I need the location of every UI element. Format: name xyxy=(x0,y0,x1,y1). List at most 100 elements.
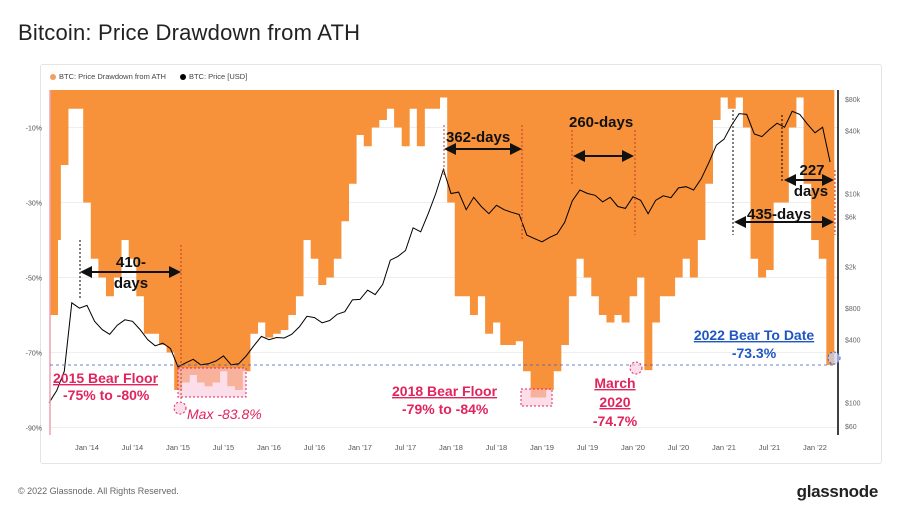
drawdown-bar xyxy=(523,90,532,372)
floor-box-2018 xyxy=(520,388,553,407)
drawdown-bar xyxy=(318,90,327,285)
drawdown-bar xyxy=(492,90,501,323)
drawdown-bar xyxy=(121,90,130,240)
drawdown-bar xyxy=(469,90,478,315)
y-right-tick-label: $400 xyxy=(845,338,861,345)
drawdown-bar xyxy=(174,90,183,390)
drawdown-bar xyxy=(758,90,767,278)
drawdown-bar xyxy=(212,90,221,383)
y-left-tick-label: -90% xyxy=(26,426,42,433)
drawdown-bar xyxy=(773,90,782,203)
x-tick-label: Jan '16 xyxy=(257,443,281,452)
drawdown-bar xyxy=(295,90,304,297)
drawdown-bar xyxy=(598,90,607,315)
drawdown-bar xyxy=(83,90,92,203)
label-2022-bear-value: -73.3% xyxy=(732,345,777,361)
drawdown-bar xyxy=(333,90,342,259)
drawdown-bar xyxy=(341,90,350,222)
price-line xyxy=(48,110,831,403)
drawdown-bar xyxy=(651,90,660,323)
drawdown-bar xyxy=(583,90,592,278)
drawdown-bar xyxy=(424,90,433,109)
label-410-days-2: days xyxy=(114,275,148,292)
drawdown-bar xyxy=(409,90,418,109)
drawdown-bar xyxy=(196,90,205,383)
drawdown-bar xyxy=(735,90,744,98)
drawdown-bar xyxy=(826,90,835,365)
drawdown-bar xyxy=(75,90,84,109)
label-410-days-1: 410- xyxy=(116,254,146,271)
x-tick-label: Jan '22 xyxy=(803,443,827,452)
x-tick-label: Jan '21 xyxy=(712,443,736,452)
drawdown-bar xyxy=(720,90,729,98)
drawdown-bar xyxy=(386,90,395,109)
legend-item-price[interactable]: BTC: Price [USD] xyxy=(179,72,248,81)
drawdown-bar xyxy=(485,90,494,334)
drawdown-bar xyxy=(462,90,471,297)
drawdown-bar xyxy=(136,90,145,297)
drawdown-bar xyxy=(363,90,372,147)
y-left-tick-label: -30% xyxy=(26,201,42,208)
drawdown-bar xyxy=(576,90,585,259)
y-right-tick-label: $60 xyxy=(845,424,857,431)
x-tick-label: Jul '14 xyxy=(122,443,143,452)
drawdown-bar xyxy=(98,90,107,278)
march-2020-marker xyxy=(629,361,643,375)
drawdown-bar xyxy=(788,90,797,128)
drawdown-bar xyxy=(265,90,274,338)
drawdown-bar xyxy=(227,90,236,387)
y-right-tick-label: $80k xyxy=(845,97,861,104)
drawdown-bar xyxy=(568,90,577,297)
drawdown-bar xyxy=(439,90,448,98)
drawdown-bar xyxy=(250,90,259,334)
drawdown-bar xyxy=(181,90,190,383)
label-2015-floor-range: -75% to -80% xyxy=(63,387,150,403)
x-axis-ticks: Jan '14 Jul '14 Jan '15 Jul '15 Jan '16 Jul '… xyxy=(75,443,827,452)
drawdown-bar xyxy=(697,90,706,240)
drawdown-bar xyxy=(303,90,312,240)
page-title: Bitcoin: Price Drawdown from ATH xyxy=(18,20,361,45)
legend-dot-price xyxy=(179,74,186,81)
drawdown-area xyxy=(50,90,835,398)
y-right-tick-label: $100 xyxy=(845,401,861,408)
label-362-days: 362-days xyxy=(446,129,510,146)
drawdown-bar xyxy=(591,90,600,297)
drawdown-bar xyxy=(401,90,410,147)
drawdown-bar xyxy=(682,90,691,259)
x-tick-label: Jan '20 xyxy=(621,443,645,452)
drawdown-bar xyxy=(644,90,653,371)
legend-label-price: BTC: Price [USD] xyxy=(188,72,248,81)
drawdown-bar xyxy=(530,90,539,398)
x-tick-label: Jul '21 xyxy=(759,443,780,452)
label-2022-bear-title: 2022 Bear To Date xyxy=(694,327,815,343)
drawdown-bar xyxy=(159,90,168,345)
drawdown-bar xyxy=(606,90,615,323)
drawdown-bar xyxy=(636,90,645,278)
drawdown-bar xyxy=(560,90,569,345)
max-drawdown-2015-marker xyxy=(173,401,187,415)
drawdown-bar xyxy=(742,90,751,128)
drawdown-bar xyxy=(545,90,554,390)
drawdown-bar xyxy=(348,90,357,184)
drawdown-bar xyxy=(257,90,266,323)
drawdown-bar xyxy=(113,90,122,278)
y-left-tick-label: -10% xyxy=(26,126,42,133)
drawdown-bar xyxy=(614,90,623,315)
y-right-tick-label: $10k xyxy=(845,191,861,198)
drawdown-bar xyxy=(765,90,774,270)
label-march-2020-value: -74.7% xyxy=(593,413,638,429)
label-2018-floor-title: 2018 Bear Floor xyxy=(392,383,498,399)
x-tick-label: Jul '15 xyxy=(213,443,234,452)
drawdown-bar xyxy=(750,90,759,259)
drawdown-bar xyxy=(378,90,387,120)
legend-dot-drawdown xyxy=(50,74,56,81)
drawdown-bar xyxy=(371,90,380,128)
drawdown-bar xyxy=(811,90,820,240)
legend-item-drawdown[interactable]: BTC: Price Drawdown from ATH xyxy=(50,72,166,81)
x-tick-label: Jan '19 xyxy=(530,443,554,452)
drawdown-bar xyxy=(105,90,114,297)
legend: BTC: Price Drawdown from ATH BTC: Price … xyxy=(50,72,247,81)
label-2015-floor-title: 2015 Bear Floor xyxy=(53,370,159,386)
drawdown-bar xyxy=(674,90,683,278)
bear-2022-marker xyxy=(827,351,841,365)
